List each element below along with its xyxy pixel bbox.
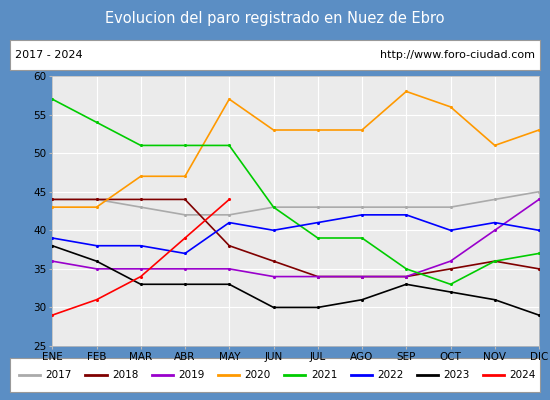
Text: 2018: 2018: [112, 370, 139, 380]
Text: 2020: 2020: [245, 370, 271, 380]
Text: 2023: 2023: [443, 370, 470, 380]
Text: 2021: 2021: [311, 370, 337, 380]
Text: 2017 - 2024: 2017 - 2024: [15, 50, 83, 60]
Text: 2022: 2022: [377, 370, 404, 380]
Text: http://www.foro-ciudad.com: http://www.foro-ciudad.com: [380, 50, 535, 60]
Text: 2017: 2017: [46, 370, 72, 380]
Text: 2019: 2019: [178, 370, 205, 380]
Text: 2024: 2024: [510, 370, 536, 380]
Text: Evolucion del paro registrado en Nuez de Ebro: Evolucion del paro registrado en Nuez de…: [105, 10, 445, 26]
